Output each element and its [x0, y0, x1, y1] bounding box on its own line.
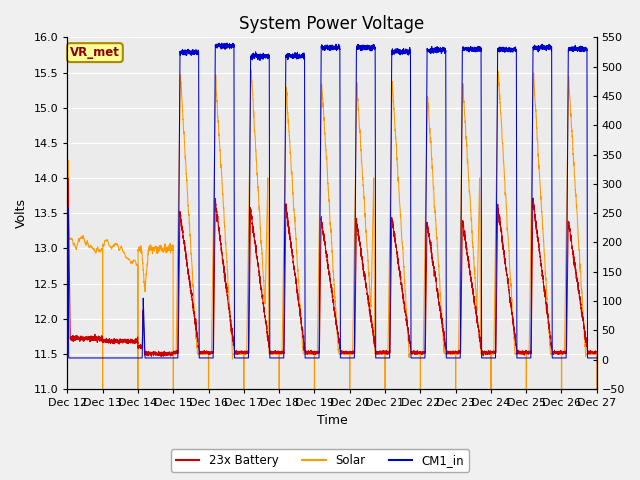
Legend: 23x Battery, Solar, CM1_in: 23x Battery, Solar, CM1_in [171, 449, 469, 472]
Title: System Power Voltage: System Power Voltage [239, 15, 425, 33]
Y-axis label: Volts: Volts [15, 198, 28, 228]
Text: VR_met: VR_met [70, 46, 120, 59]
X-axis label: Time: Time [317, 414, 348, 427]
